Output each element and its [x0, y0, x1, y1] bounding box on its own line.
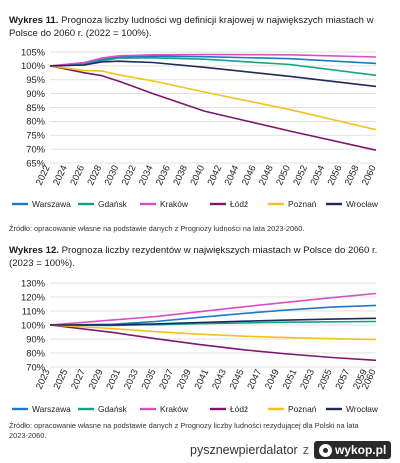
chart2-legend-label: Łódź: [230, 404, 248, 414]
chart2-source: Źródło: opracowanie własne na podstawie …: [9, 421, 359, 440]
chart1-x-tick-label: 2038: [170, 163, 189, 187]
chart1-source: Źródło: opracowanie własne na podstawie …: [9, 224, 305, 233]
chart1-series-group: [49, 53, 377, 151]
chart2-y-tick-label: 110%: [22, 305, 45, 316]
chart2-x-tick-label: 2047: [244, 367, 263, 391]
chart1-y-tick-label: 70%: [26, 143, 45, 154]
chart1-x-tick-label: 2058: [342, 163, 361, 187]
chart2-x-tick-label: 2049: [262, 367, 281, 391]
chart1-y-tick-label: 75%: [26, 130, 45, 141]
chart1-y-tick-label: 65%: [26, 157, 45, 168]
chart1-x-tick-label: 2024: [50, 163, 69, 187]
chart1-legend: Warszawa Gdańsk Kraków Łódź Poznań Wrocław: [12, 199, 379, 209]
chart2-legend-label: Gdańsk: [98, 404, 128, 414]
chart2-x-tick-label: 2045: [227, 367, 246, 391]
chart2-series-line-Kraków: [49, 292, 377, 326]
chart1-y-tick-label: 105%: [21, 46, 45, 57]
chart2-x-tick-label: 2029: [86, 367, 105, 391]
chart2-x-tick-label: 2041: [192, 367, 211, 391]
chart1-x-tick-label: 2040: [187, 163, 206, 187]
chart1-x-tick-label: 2054: [308, 163, 327, 187]
chart2-x-tick-label: 2031: [104, 367, 123, 391]
chart1-legend-label: Gdańsk: [98, 199, 128, 209]
chart2-y-tick-label: 120%: [21, 291, 45, 302]
chart1-x-tick-label: 2048: [256, 163, 275, 187]
chart1-x-tick-label: 2034: [136, 163, 155, 187]
chart2-x-tick-label: 2055: [315, 367, 334, 391]
chart1-legend-label: Łódź: [230, 199, 248, 209]
chart1-x-tick-label: 2052: [290, 163, 309, 187]
chart2-x-tick-label: 2043: [209, 367, 228, 391]
chart1-legend-label: Poznań: [288, 199, 317, 209]
chart2-title-number: Wykres 12.: [9, 245, 59, 256]
chart2-legend-label: Poznań: [288, 404, 317, 414]
chart1-x-tick-label: 2050: [273, 163, 292, 187]
chart1-y-tick-label: 90%: [26, 88, 45, 99]
chart2-x-tick-label: 2025: [51, 367, 70, 391]
chart2-series-line-Warszawa: [49, 304, 377, 326]
chart1-y-tick-label: 100%: [21, 60, 45, 71]
chart2-x-tick-label: 2053: [297, 367, 316, 391]
chart2-y-tick-label: 70%: [26, 361, 45, 372]
chart2-series-line-Wrocław: [49, 317, 377, 326]
watermark-site: wykop.pl: [334, 443, 387, 457]
chart2-x-tick-label: 2057: [333, 367, 352, 391]
chart2-x-tick-label: 2037: [156, 367, 175, 391]
chart1-y-tick-label: 95%: [26, 74, 45, 85]
chart2-series-line-Łódź: [49, 324, 377, 362]
chart2-y-tick-label: 130%: [21, 277, 45, 288]
chart1-x-tick-label: 2032: [119, 163, 138, 187]
chart2-legend-label: Warszawa: [32, 404, 71, 414]
chart1-x-tick-label: 2026: [67, 163, 86, 187]
chart1-legend-label: Wrocław: [346, 199, 379, 209]
chart1-x-tick-label: 2044: [222, 163, 241, 187]
chart2-title-text: Prognoza liczby rezydentów w największyc…: [9, 245, 378, 269]
wykop-logo-icon[interactable]: wykop.pl: [313, 441, 392, 459]
watermark-separator: z: [302, 443, 309, 457]
chart1-x-tick-label: 2056: [325, 163, 344, 187]
chart1-series-line-Poznań: [49, 65, 377, 131]
chart2-x-tick-label: 2033: [121, 367, 140, 391]
chart1-y-tick-label: 85%: [26, 102, 45, 113]
chart1-x-tick-label: 2028: [85, 163, 104, 187]
chart1-series-line-Kraków: [49, 53, 377, 67]
chart2-series-group: [49, 292, 377, 362]
chart1-legend-label: Kraków: [160, 199, 189, 209]
chart1-x-tick-label: 2030: [102, 163, 121, 187]
chart2-y-tick-label: 80%: [26, 347, 45, 358]
chart1-x-tick-label: 2046: [239, 163, 258, 187]
chart2-y-tick-label: 90%: [26, 333, 45, 344]
chart2-y-tick-label: 100%: [21, 319, 45, 330]
chart1-y-tick-label: 80%: [26, 116, 45, 127]
chart2-x-tick-label: 2035: [139, 367, 158, 391]
chart1-series-line-Wrocław: [49, 60, 377, 88]
chart1-series-line-Łódź: [49, 65, 377, 151]
chart2-legend-label: Kraków: [160, 404, 189, 414]
watermark: pysznewpierdalator z wykop.pl: [190, 440, 392, 460]
chart1-x-tick-label: 2042: [205, 163, 224, 187]
chart2-legend-label: Wrocław: [346, 404, 379, 414]
chart1-x-tick-label: 2060: [359, 163, 378, 187]
chart2-title: Wykres 12. Prognoza liczby rezydentów w …: [9, 245, 379, 270]
chart2-x-tick-label: 2051: [280, 367, 299, 391]
watermark-user[interactable]: pysznewpierdalator: [190, 443, 298, 457]
chart1-plot: 65%70%75%80%85%90%95%100%105%20222024202…: [12, 46, 379, 209]
chart2-x-tick-label: 2039: [174, 367, 193, 391]
chart2-series-line-Poznań: [49, 324, 377, 341]
chart2-x-tick-label: 2027: [68, 367, 87, 391]
chart1-title-text: Prognoza liczby ludności wg definicji kr…: [9, 15, 374, 39]
chart1-title: Wykres 11. Prognoza liczby ludności wg d…: [9, 15, 379, 40]
chart1-legend-label: Warszawa: [32, 199, 71, 209]
chart2-plot: 70%80%90%100%110%120%130%202320252027202…: [12, 277, 379, 414]
chart1-title-number: Wykres 11.: [9, 15, 59, 26]
chart1-x-tick-label: 2036: [153, 163, 172, 187]
chart2-legend: Warszawa Gdańsk Kraków Łódź Poznań Wrocław: [12, 404, 379, 414]
